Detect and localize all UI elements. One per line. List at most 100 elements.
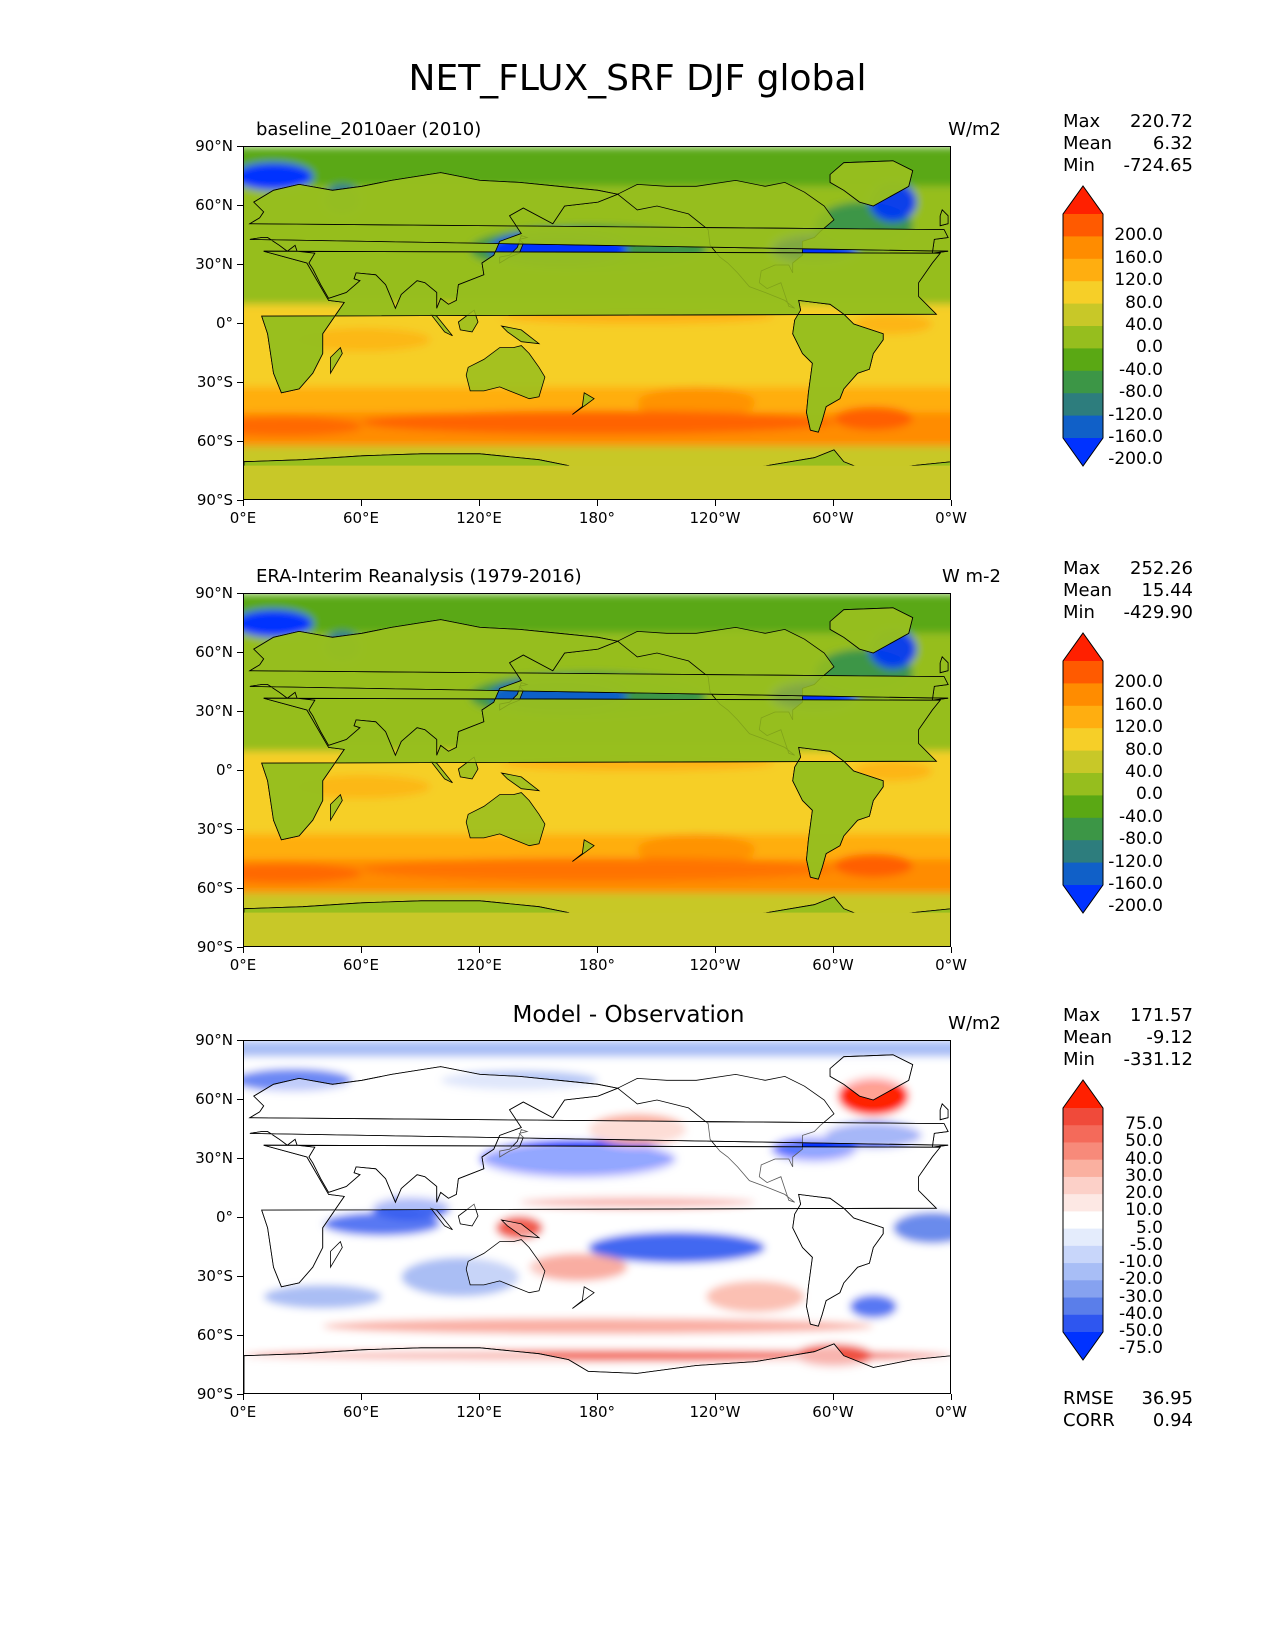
stat-max-value: 171.57	[1130, 1005, 1193, 1026]
x-tick-label: 120°E	[456, 509, 502, 527]
map-panel-1: baseline_2010aer (2010) W/m2 Max 220.72 M…	[0, 0, 1275, 527]
y-tick-label: 60°N	[195, 643, 233, 661]
colorbar-tick-label: 160.0	[1114, 247, 1163, 268]
colorbar-tick-label: -80.0	[1119, 382, 1163, 403]
y-tick-label: 30°S	[196, 1267, 233, 1285]
colorbar-outline	[1062, 1079, 1104, 1361]
x-tick	[479, 1394, 480, 1400]
stat-max-label: Max	[1063, 111, 1101, 132]
coastlines-wrap	[244, 160, 950, 499]
colorbar-segment	[1063, 1245, 1103, 1264]
colorbar-tick-label: -30.0	[1119, 1286, 1163, 1307]
y-tick	[237, 1394, 243, 1395]
corr-label: CORR	[1063, 1410, 1115, 1431]
stat-mean-value: 6.32	[1152, 133, 1193, 154]
panel-title: ERA-Interim Reanalysis (1979-2016)	[256, 566, 582, 587]
x-tick	[243, 500, 244, 506]
x-tick	[479, 500, 480, 506]
stat-min-value: -331.12	[1123, 1049, 1193, 1070]
colorbar-tick-label: -160.0	[1108, 874, 1163, 894]
x-tick-label: 180°	[578, 1403, 616, 1421]
stat-min-value: -724.65	[1123, 155, 1193, 176]
stat-mean-label: Mean	[1063, 133, 1113, 154]
y-tick-label: 60°N	[195, 196, 233, 214]
panel-title: baseline_2010aer (2010)	[256, 119, 482, 140]
colorbar-segment	[1063, 795, 1103, 819]
colorbar-tick-label: 30.0	[1125, 1165, 1163, 1186]
colorbar-segment	[1063, 1125, 1103, 1143]
panel-units: W/m2	[948, 1013, 1001, 1034]
colorbar-tick-label: -160.0	[1108, 427, 1163, 447]
colorbar-tick-label: -200.0	[1108, 449, 1163, 470]
panel-stats: Max 252.26 Mean 15.44 Min -429.90	[1063, 558, 1193, 624]
colorbar-tick-label: 50.0	[1125, 1131, 1163, 1152]
y-tick	[237, 1040, 243, 1041]
colorbar-segment	[1063, 840, 1103, 864]
y-tick-label: 0°	[215, 314, 233, 332]
map-panel-3: Model - Observation W/m2 Max 171.57 Mean -…	[0, 894, 1275, 1431]
colorbar-segment	[1063, 393, 1103, 417]
colorbar-segment	[1063, 661, 1103, 684]
colorbar-tick-label: -120.0	[1108, 404, 1163, 425]
colorbar-tick-label: 0.0	[1135, 784, 1163, 805]
colorbar-outline	[1062, 185, 1104, 467]
x-tick-label: 120°W	[689, 1403, 741, 1421]
colorbar-tick-label: 5.0	[1135, 1217, 1163, 1238]
colorbar-tick-label: -40.0	[1119, 1303, 1163, 1324]
colorbar-segment	[1063, 1314, 1103, 1333]
y-tick-label: 90°N	[195, 584, 233, 602]
x-tick	[833, 947, 834, 953]
colorbar-segment	[1063, 1176, 1103, 1195]
y-tick-label: 30°N	[195, 255, 233, 273]
y-tick-label: 90°S	[196, 938, 233, 956]
colorbar-segment	[1063, 750, 1103, 774]
panel-units: W m-2	[941, 566, 1001, 587]
colorbar-outline	[1062, 632, 1104, 914]
y-tick-label: 0°	[215, 1208, 233, 1226]
colorbar-tick-label: -200.0	[1108, 896, 1163, 917]
colorbar-tick-label: -75.0	[1119, 1338, 1163, 1359]
y-tick-label: 30°N	[195, 1149, 233, 1167]
y-tick	[237, 205, 243, 206]
colorbar-tick-label: 80.0	[1125, 292, 1163, 313]
y-tick	[237, 500, 243, 501]
colorbar-tick-label: -50.0	[1119, 1321, 1163, 1341]
y-tick-label: 30°S	[196, 820, 233, 838]
map-field	[244, 1041, 950, 1393]
x-tick	[833, 500, 834, 506]
colorbar-extend-top	[1063, 633, 1103, 661]
stat-mean-value: -9.12	[1146, 1027, 1193, 1048]
x-tick	[951, 1394, 952, 1400]
x-tick	[361, 500, 362, 506]
colorbar-tick-label: 200.0	[1114, 672, 1163, 693]
colorbar-segment	[1063, 1159, 1103, 1178]
stat-min-label: Min	[1063, 155, 1095, 176]
x-tick-label: 60°W	[812, 1403, 854, 1421]
colorbar-segment	[1063, 303, 1103, 327]
x-tick-label: 0°E	[229, 1403, 257, 1421]
stat-min-label: Min	[1063, 1049, 1095, 1070]
colorbar-segment	[1063, 773, 1103, 796]
colorbar-segment	[1063, 1297, 1103, 1316]
colorbar-tick-label: 0.0	[1135, 337, 1163, 358]
map-field	[244, 594, 950, 946]
x-tick-label: 60°E	[342, 956, 380, 974]
y-tick-label: 0°	[215, 761, 233, 779]
x-tick	[833, 1394, 834, 1400]
x-tick	[951, 947, 952, 953]
colorbar-segment	[1063, 1280, 1103, 1299]
colorbar-tick-label: 40.0	[1125, 1148, 1163, 1169]
x-tick-label: 0°E	[229, 956, 257, 974]
x-tick-label: 0°W	[935, 509, 967, 527]
x-tick-label: 120°W	[689, 956, 741, 974]
x-tick-label: 120°W	[689, 509, 741, 527]
y-tick-label: 60°S	[196, 1326, 233, 1344]
y-tick	[237, 382, 243, 383]
colorbar-tick-label: -5.0	[1129, 1234, 1163, 1255]
antarctica-region	[244, 912, 950, 946]
y-tick-label: 60°S	[196, 432, 233, 450]
y-tick	[237, 593, 243, 594]
colorbar-tick-label: 160.0	[1114, 694, 1163, 715]
x-tick	[597, 500, 598, 506]
colorbar-segment	[1063, 683, 1103, 707]
